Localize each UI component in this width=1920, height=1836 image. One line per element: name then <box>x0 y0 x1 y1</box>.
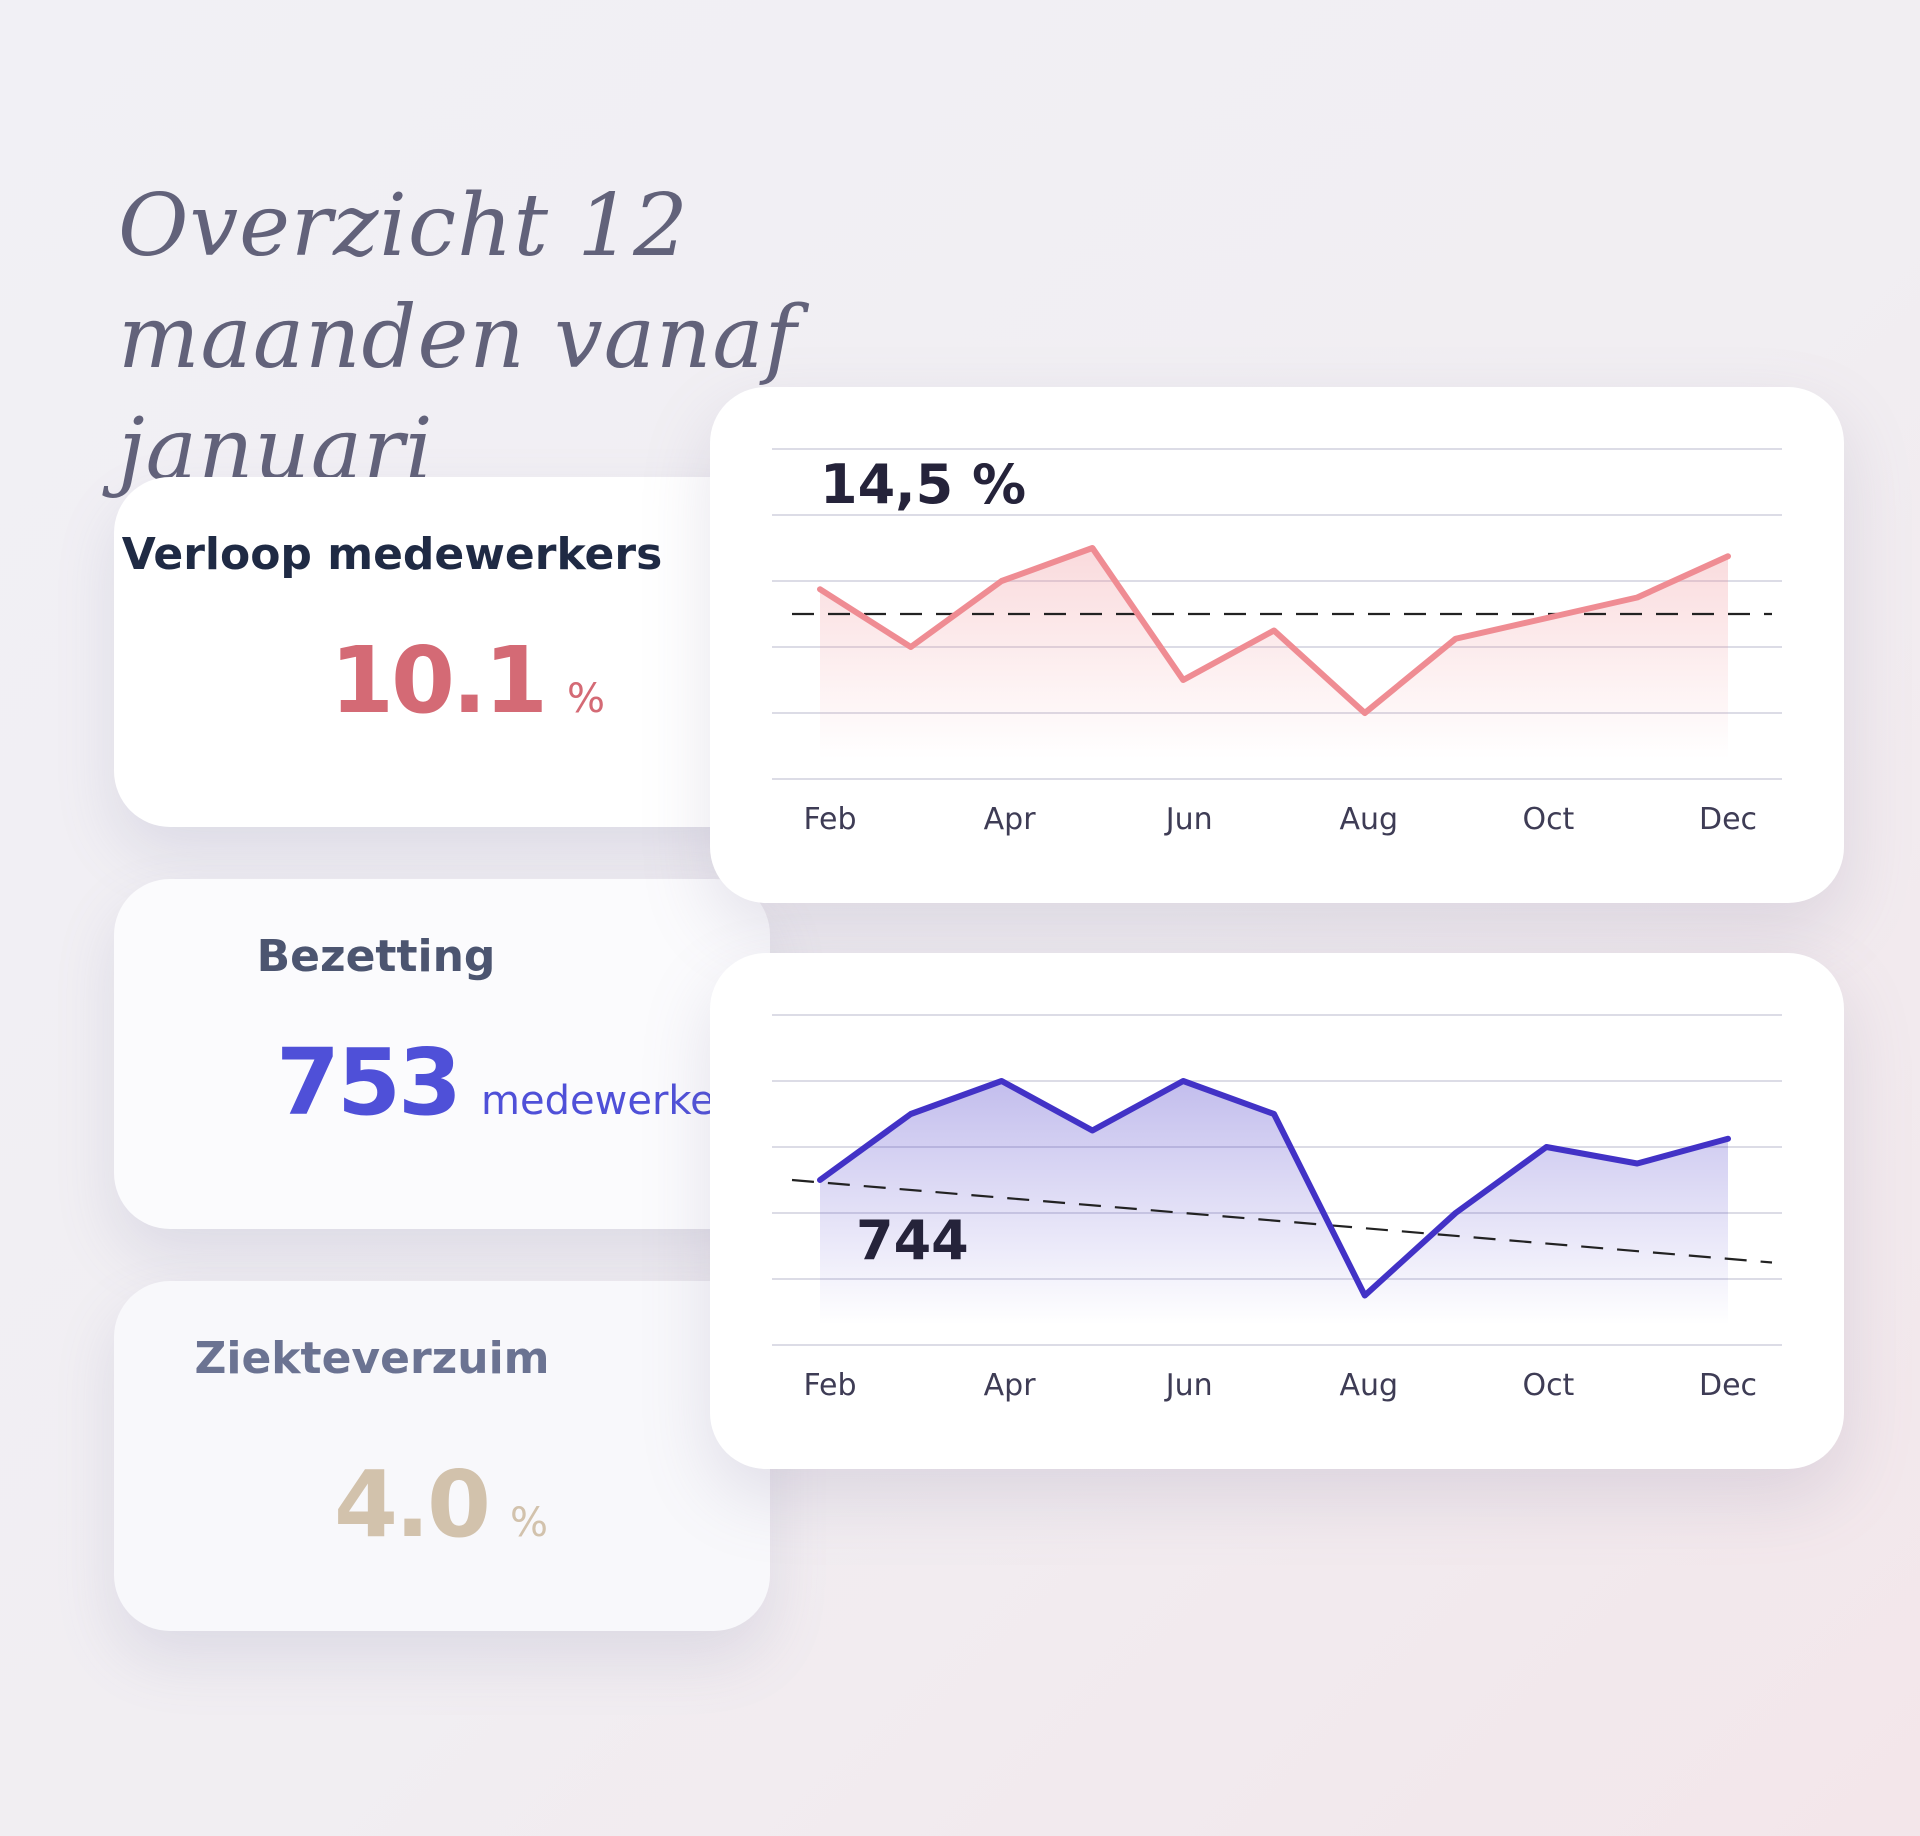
series-area <box>820 548 1728 759</box>
metric-card-ziekteverzuim: Ziekteverzuim 4.0% <box>114 1281 770 1631</box>
chart-card-verloop: 14,5 % Feb Apr Jun Aug Oct Dec <box>710 387 1844 903</box>
metric-row: 753 medewerkers <box>276 1029 770 1136</box>
x-tick-label: Jun <box>1164 802 1213 837</box>
metric-row: 10.1% <box>330 627 770 734</box>
x-tick-label: Jun <box>1164 1368 1213 1403</box>
x-tick-label: Apr <box>984 1368 1037 1403</box>
metric-unit: % <box>509 1500 548 1546</box>
x-tick-label: Aug <box>1340 802 1399 837</box>
x-tick-label: Apr <box>984 802 1037 837</box>
chart-verloop: 14,5 % Feb Apr Jun Aug Oct Dec <box>772 448 1782 837</box>
chart-annotation: 744 <box>856 1209 969 1272</box>
reference-line <box>791 1178 1773 1264</box>
page-title: Overzicht 12 maanden vanaf januari <box>118 176 798 500</box>
metric-unit: medewerkers <box>481 1078 753 1124</box>
x-tick-label: Oct <box>1522 1368 1574 1403</box>
metric-card-bezetting: Bezetting 753 medewerkers <box>114 879 770 1229</box>
metric-unit: % <box>567 676 606 722</box>
metric-label: Ziekteverzuim <box>194 1333 550 1384</box>
x-tick-label: Aug <box>1340 1368 1399 1403</box>
x-tick-label: Feb <box>803 1368 856 1403</box>
metric-card-verloop: Verloop medewerkers 10.1% <box>114 477 770 827</box>
x-tick-label: Feb <box>803 802 856 837</box>
metric-row: 4.0% <box>334 1451 770 1558</box>
metric-label: Bezetting <box>256 931 496 982</box>
chart-card-bezetting: 744 Feb Apr Jun Aug Oct Dec <box>710 953 1844 1469</box>
chart-annotation: 14,5 % <box>820 453 1026 516</box>
metric-label: Verloop medewerkers <box>121 529 663 580</box>
x-tick-label: Oct <box>1522 802 1574 837</box>
metric-value: 753 <box>276 1029 462 1136</box>
metric-value: 10.1 <box>330 627 548 734</box>
x-tick-label: Dec <box>1699 802 1757 837</box>
x-tick-label: Dec <box>1699 1368 1757 1403</box>
metric-value: 4.0 <box>334 1451 491 1558</box>
chart-bezetting: 744 Feb Apr Jun Aug Oct Dec <box>772 1014 1782 1403</box>
series-area <box>820 1081 1728 1325</box>
